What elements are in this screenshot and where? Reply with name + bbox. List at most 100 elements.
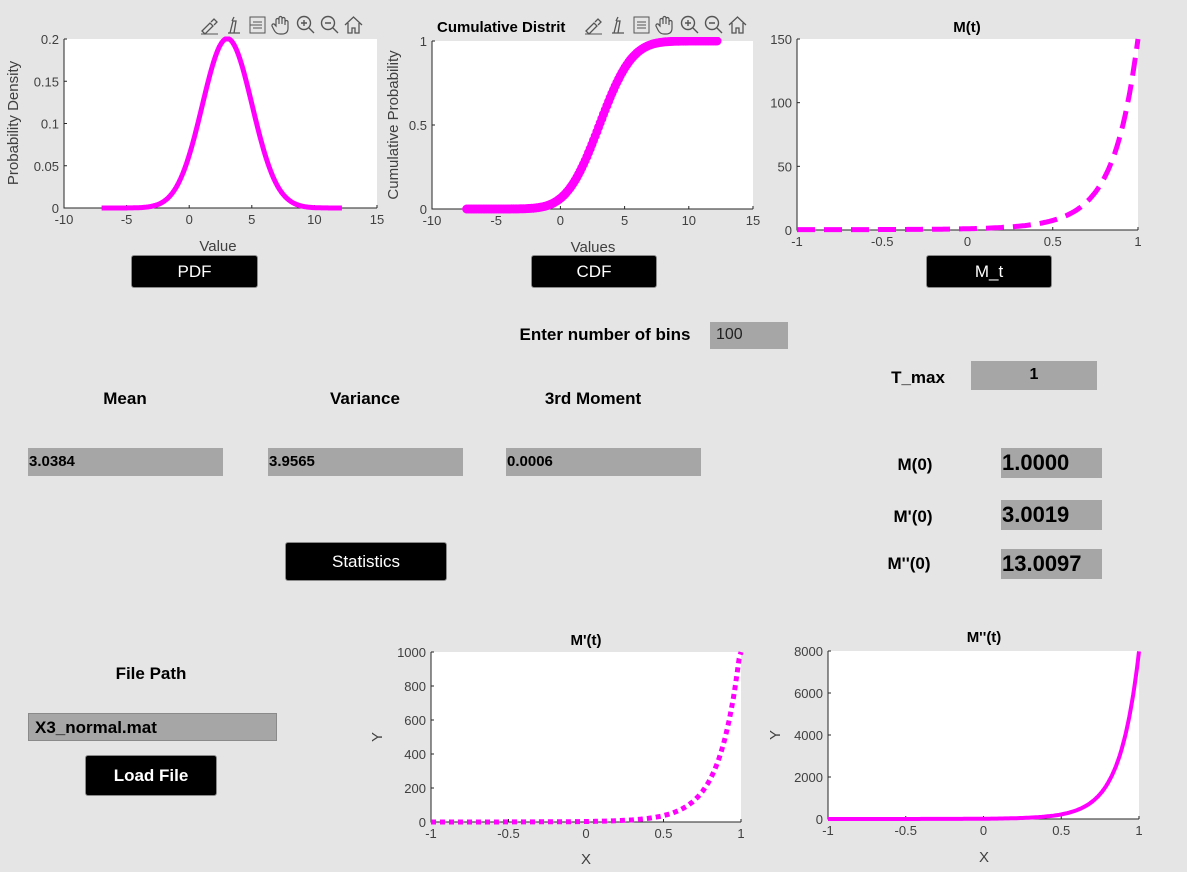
m0-label: M(0) (897, 455, 933, 474)
x-tick-label: 5 (621, 213, 628, 228)
moment3-value[interactable]: 0.0006 (506, 448, 701, 476)
x-tick-label: -1 (791, 234, 803, 249)
zoom-out-icon[interactable] (318, 13, 341, 37)
moment3-label: 3rd Moment (544, 389, 642, 408)
m0-value[interactable]: 1.0000 (1001, 448, 1102, 478)
pdf-button[interactable]: PDF (131, 255, 258, 288)
legend-icon[interactable] (630, 13, 653, 37)
tmax-input[interactable]: 1 (971, 361, 1097, 390)
x-tick-label: -10 (55, 212, 74, 227)
file-path-input[interactable]: X3_normal.mat (28, 713, 277, 741)
mppt-xlabel: X (979, 849, 989, 866)
mt-plot-area (797, 39, 1138, 230)
x-tick-label: 1 (1135, 823, 1142, 838)
variance-label: Variance (330, 389, 400, 408)
bins-input[interactable]: 100 (710, 322, 788, 349)
x-tick-label: -10 (423, 213, 442, 228)
x-tick-label: 0.5 (1052, 823, 1070, 838)
tmax-label: T_max (891, 368, 945, 387)
y-tick-label: 0.05 (34, 159, 59, 174)
x-tick-label: -5 (121, 212, 133, 227)
y-tick-label: 0.2 (41, 32, 59, 47)
m1-label: M'(0) (893, 507, 933, 526)
zoom-in-icon[interactable] (678, 13, 701, 37)
y-tick-label: 0 (785, 223, 792, 238)
home-icon[interactable] (726, 13, 749, 37)
pdf-axes[interactable]: -10 -5 0 5 10 15 0 0.05 0.1 0.15 0.2 Value Probabi… (0, 0, 390, 260)
x-tick-label: 0 (964, 234, 971, 249)
x-tick-label: 15 (746, 213, 760, 228)
mean-value[interactable]: 3.0384 (28, 448, 223, 476)
cdf-markers (462, 36, 722, 214)
x-tick-label: 10 (682, 213, 696, 228)
home-icon[interactable] (342, 13, 365, 37)
y-tick-label: 1000 (397, 645, 426, 660)
y-tick-label: 0.1 (41, 117, 59, 132)
mean-label: Mean (103, 389, 147, 408)
cdf-xlabel: Values (571, 239, 616, 256)
mt-button[interactable]: M_t (926, 255, 1052, 288)
x-tick-label: -1 (822, 823, 834, 838)
zoom-out-icon[interactable] (702, 13, 725, 37)
mpt-ylabel: Y (369, 732, 386, 742)
pdf-curve (101, 36, 342, 211)
x-tick-label: 0 (557, 213, 564, 228)
m1-value[interactable]: 3.0019 (1001, 500, 1102, 530)
data-tips-icon[interactable] (222, 13, 245, 37)
mt-axes[interactable]: -1 -0.5 0 0.5 1 0 50 100 150 M(t) (760, 0, 1180, 260)
x-tick-label: 1 (1134, 234, 1141, 249)
cdf-button[interactable]: CDF (531, 255, 657, 288)
pdf-ticks: -10 -5 0 5 10 15 0 0.05 0.1 0.15 0.2 (34, 32, 385, 227)
mppt-axes[interactable]: -1 -0.5 0 0.5 1 0 2000 4000 6000 8000 M''(t) X Y (760, 620, 1180, 872)
pan-icon[interactable] (270, 13, 293, 37)
cdf-axes[interactable]: -10 -5 0 5 10 15 0 0.5 1 Cumulative Distrit Valu… (380, 0, 780, 260)
mpt-axes[interactable]: -1 -0.5 0 0.5 1 0 200 400 600 800 1000 M'(t) X Y (360, 620, 770, 872)
cdf-plot-area (432, 41, 753, 209)
mpt-curve (431, 651, 744, 825)
legend-icon[interactable] (246, 13, 269, 37)
y-tick-label: 0 (419, 815, 426, 830)
cdf-title: Cumulative Distrit (437, 19, 565, 36)
bins-label: Enter number of bins (519, 325, 691, 344)
y-tick-label: 1 (420, 34, 427, 49)
y-tick-label: 4000 (794, 728, 823, 743)
pdf-toolbar (198, 13, 365, 37)
x-tick-label: 15 (370, 212, 384, 227)
brush-icon[interactable] (198, 13, 221, 37)
y-tick-label: 600 (404, 713, 426, 728)
mpt-ticks: -1 -0.5 0 0.5 1 0 200 400 600 800 1000 (397, 645, 745, 841)
y-tick-label: 8000 (794, 644, 823, 659)
y-tick-label: 400 (404, 747, 426, 762)
pdf-xlabel: Value (199, 238, 236, 255)
load-file-button[interactable]: Load File (85, 755, 217, 796)
statistics-button[interactable]: Statistics (285, 542, 447, 581)
variance-value[interactable]: 3.9565 (268, 448, 463, 476)
pan-icon[interactable] (654, 13, 677, 37)
zoom-in-icon[interactable] (294, 13, 317, 37)
y-tick-label: 6000 (794, 686, 823, 701)
mpt-xlabel: X (581, 851, 591, 868)
y-tick-label: 2000 (794, 770, 823, 785)
brush-icon[interactable] (582, 13, 605, 37)
mppt-plot-area (828, 651, 1139, 819)
mt-title: M(t) (953, 19, 980, 36)
x-tick-label: 0 (186, 212, 193, 227)
mppt-title: M''(t) (967, 629, 1002, 646)
cdf-ylabel: Cumulative Probability (385, 50, 402, 200)
x-tick-label: 1 (737, 826, 744, 841)
y-tick-label: 0 (420, 202, 427, 217)
mpt-title: M'(t) (570, 632, 601, 649)
mppt-ylabel: Y (767, 730, 784, 740)
m2-label: M''(0) (887, 554, 931, 573)
mt-curve (797, 38, 1141, 233)
y-tick-label: 0.5 (409, 118, 427, 133)
cdf-toolbar (582, 13, 749, 37)
mpt-plot-area (431, 652, 741, 822)
x-tick-label: 0.5 (1044, 234, 1062, 249)
m2-value[interactable]: 13.0097 (1001, 549, 1102, 579)
data-tips-icon[interactable] (606, 13, 629, 37)
x-tick-label: -0.5 (871, 234, 893, 249)
y-tick-label: 150 (770, 32, 792, 47)
pdf-ylabel: Probability Density (5, 60, 22, 185)
y-tick-label: 0 (816, 812, 823, 827)
